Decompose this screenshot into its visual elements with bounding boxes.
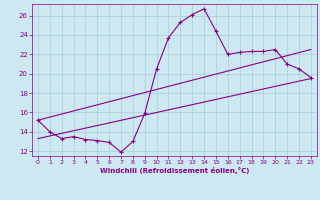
X-axis label: Windchill (Refroidissement éolien,°C): Windchill (Refroidissement éolien,°C) [100,167,249,174]
